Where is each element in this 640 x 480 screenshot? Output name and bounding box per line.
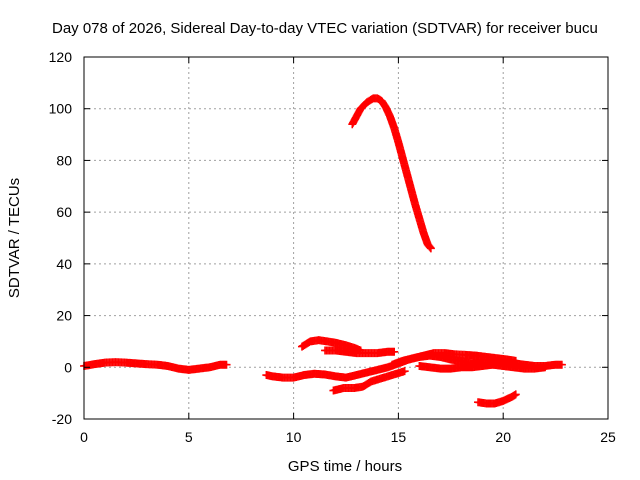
y-tick-label: -20 (52, 411, 72, 427)
y-tick-label: 120 (49, 49, 73, 65)
x-tick-label: 5 (185, 429, 193, 445)
x-tick-label: 25 (600, 429, 616, 445)
y-tick-label: 0 (64, 359, 72, 375)
chart-title: Day 078 of 2026, Sidereal Day-to-day VTE… (52, 20, 598, 37)
series-arc-5 (329, 367, 409, 395)
data-point (400, 367, 409, 376)
x-tick-label: 10 (286, 429, 302, 445)
data-point (557, 360, 566, 369)
data-point (426, 244, 435, 253)
series-arc-7 (415, 360, 550, 373)
data-point (390, 347, 399, 356)
y-tick-label: 20 (56, 308, 72, 324)
x-tick-label: 20 (495, 429, 511, 445)
data-point (222, 360, 231, 369)
plot-frame (83, 56, 609, 420)
y-tick-label: 40 (56, 256, 72, 272)
y-tick-label: 100 (49, 101, 73, 117)
y-tick-label: 80 (56, 152, 72, 168)
series-arc-6 (388, 349, 520, 369)
y-tick-label: 60 (56, 204, 72, 220)
series-arc-4 (321, 346, 399, 358)
series-arc-9 (474, 390, 520, 408)
data-point (511, 390, 520, 399)
series-arc-8 (348, 94, 435, 253)
y-axis-label: SDTVAR / TECUs (6, 178, 23, 298)
axes: 0 5 10 15 20 25 -20 0 20 40 60 80 100 120 (49, 49, 616, 445)
x-axis-label: GPS time / hours (288, 458, 402, 475)
x-tick-label: 0 (80, 429, 88, 445)
x-tick-label: 15 (391, 429, 407, 445)
series-arc-1 (80, 358, 231, 374)
data-series (80, 94, 566, 408)
data-point (541, 363, 550, 372)
